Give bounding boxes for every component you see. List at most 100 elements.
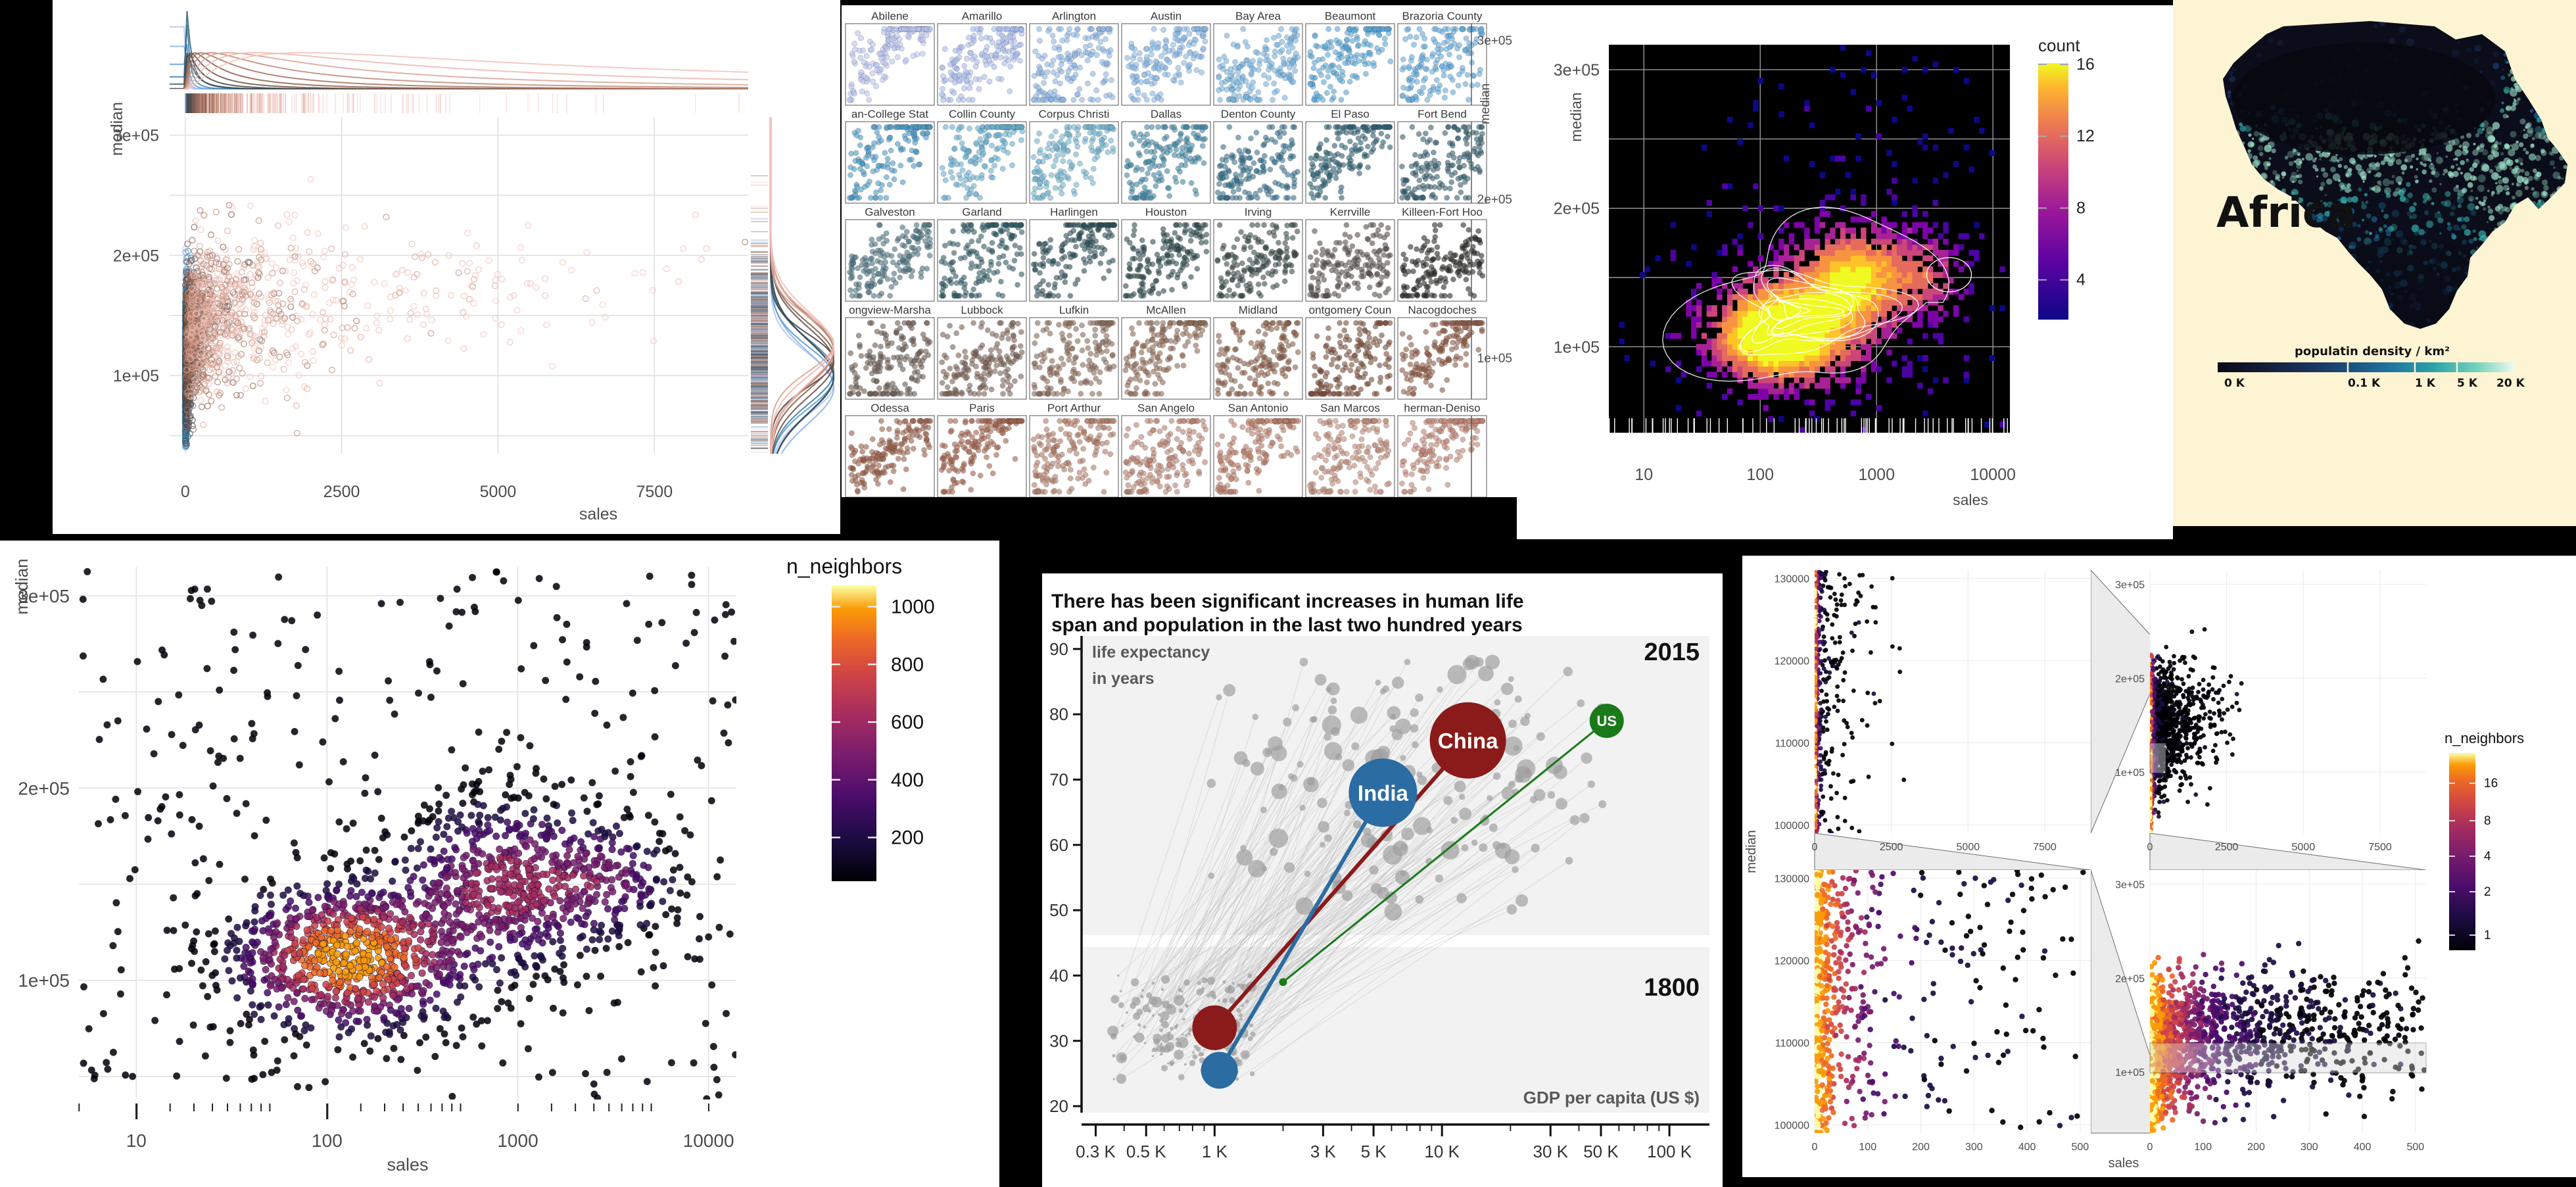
facet-cell: an-College Stat [845, 108, 935, 204]
gapminder-bubble-1800 [1279, 978, 1287, 986]
facet-label: Amarillo [962, 10, 1002, 22]
density-y-axis-title: median [12, 558, 32, 614]
facet-cell: Harlingen [1029, 206, 1119, 302]
gapminder-y-tick: 90 [1049, 639, 1068, 659]
density-legend-title: n_neighbors [786, 554, 902, 578]
gapminder-title-line1: There has been significant increases in … [1051, 591, 1524, 612]
hexbin-y-tick: 1e+05 [1554, 338, 1600, 356]
facet-cell: Amarillo [937, 10, 1027, 106]
zq-y-tick: 110000 [1775, 1038, 1809, 1050]
gapminder-y-tick: 40 [1049, 965, 1068, 985]
zoom-connector [2090, 869, 2151, 1134]
density-y-tick: 1e+05 [18, 971, 70, 991]
facet-cell: Paris [937, 402, 1027, 497]
facet-cell: El Paso [1305, 108, 1395, 204]
hexbin-legend-tick: 16 [2076, 55, 2095, 74]
zq-x-tick: 400 [2354, 1142, 2372, 1153]
africa-colorbar [2218, 362, 2514, 372]
density-x-tick: 10 [126, 1130, 147, 1151]
facet-label: Lufkin [1059, 304, 1089, 316]
hexbin-x-tick: 10 [1634, 466, 1653, 484]
gapminder-bubble-2015 [1429, 702, 1506, 779]
zoom-subpanel: 0 100 200 300 400 500 100000 110000 120000 130000 [1775, 870, 2091, 1153]
facet-y-tick: 1e+05 [1477, 352, 1512, 366]
facet-y-tick: 2e+05 [1477, 193, 1512, 206]
zq-y-axis-title: median [1744, 830, 1759, 873]
gapminder-y-note-1: life expectancy [1092, 643, 1210, 662]
facet-cell: Brazoria County [1397, 10, 1487, 106]
facet-cell: San Angelo [1121, 402, 1211, 497]
hexbin-x-tick: 100 [1746, 466, 1774, 484]
facet-label: Garland [962, 206, 1001, 218]
zq-x-tick: 0 [1812, 842, 1818, 853]
right-marginal-density [769, 117, 835, 454]
density-legend-tick: 1000 [891, 596, 935, 618]
zq-y-tick: 120000 [1775, 956, 1809, 967]
facet-cell: Irving [1213, 206, 1303, 302]
gapminder-svg: There has been significant increases in … [1049, 591, 1709, 1161]
gapminder-bubble-2015 [1589, 704, 1624, 739]
africa-map-svg: Africa populatin density / km² 0 K 0.1 K 1… [2216, 21, 2567, 390]
density-legend-tick: 800 [891, 654, 924, 675]
density-x-tick: 1000 [497, 1130, 538, 1151]
facet-cell: Houston [1121, 206, 1211, 302]
zq-x-tick: 5000 [1957, 842, 1980, 853]
facet-label: Collin County [949, 108, 1016, 120]
zoom-connector [2090, 569, 2151, 834]
facet-label: Dallas [1151, 108, 1181, 120]
facet-y-axis-title: median [1479, 84, 1492, 124]
facet-cell: Arlington [1029, 10, 1119, 106]
facet-label: San Marcos [1320, 402, 1380, 414]
zq-y-tick: 3e+05 [2115, 579, 2145, 591]
facet-label: Paris [969, 402, 995, 414]
facet-label: Arlington [1052, 10, 1096, 22]
facet-cell: Lufkin [1029, 304, 1119, 400]
africa-legend-title: populatin density / km² [2295, 345, 2450, 358]
facet-cell: McAllen [1121, 304, 1211, 400]
gapminder-x-tick: 3 K [1310, 1142, 1337, 1161]
facet-grid-svg: Abilene Amarillo Arlington Austin Bay Area Be… [845, 10, 1512, 497]
zq-legend-tick: 8 [2484, 814, 2491, 828]
zq-x-tick: 200 [2247, 1142, 2265, 1153]
facet-label: San Antonio [1228, 402, 1289, 414]
facet-cell: ontgomery Coun [1305, 304, 1395, 400]
marginal-scatter-svg: median sales 0 2500 5000 75001e+052e+053e+0… [108, 11, 835, 523]
zq-colorbar [2449, 753, 2475, 950]
facet-label: an-College Stat [851, 108, 928, 120]
zq-legend-tick: 1 [2484, 929, 2491, 942]
facet-cell: Port Arthur [1029, 402, 1119, 497]
gapminder-era-1800: 1800 [1644, 974, 1700, 1002]
zq-x-tick: 2500 [1880, 842, 1903, 853]
density-x-tick: 100 [312, 1130, 343, 1151]
zq-y-tick: 120000 [1775, 656, 1809, 667]
y-axis-title: median [108, 102, 126, 156]
zq-y-tick: 100000 [1775, 821, 1809, 832]
facet-label: Nacogdoches [1408, 304, 1477, 316]
facet-cell: Beaumont [1305, 10, 1395, 106]
gapminder-y-tick: 60 [1049, 835, 1068, 855]
top-marginal-density [170, 11, 748, 89]
facet-label: Odessa [871, 402, 909, 414]
facet-label: Killeen-Fort Hoo [1402, 206, 1483, 218]
gapminder-label-china: China [1438, 729, 1498, 753]
panel-density-scatter: median sales 10 100 1000 10000 1e+05 2e+05 3e+… [0, 541, 999, 1187]
gapminder-bubble-2015 [1348, 758, 1418, 827]
zq-y-tick: 2e+05 [2115, 973, 2145, 984]
density-scatter-svg: median sales 10 100 1000 10000 1e+05 2e+05 3e+… [12, 554, 935, 1175]
density-y-tick: 2e+05 [18, 778, 70, 798]
zq-y-tick: 100000 [1775, 1121, 1809, 1132]
zq-y-tick: 3e+05 [2115, 879, 2145, 890]
facet-cell: Dallas [1121, 108, 1211, 204]
zq-x-tick: 0 [2147, 1142, 2153, 1153]
zq-x-tick: 7500 [2033, 842, 2057, 853]
zoom-subpanel: 0 100 200 300 400 500 1e+05 2e+05 3e+05 [2115, 870, 2427, 1153]
facet-label: Harlingen [1050, 206, 1098, 218]
zoom-subpanel: 0 2500 5000 7500 1e+05 2e+05 3e+05 [2115, 570, 2426, 853]
gapminder-title-line2: span and population in the last two hund… [1051, 614, 1523, 636]
hexbin-colorbar [2038, 63, 2068, 320]
hexbin-legend-tick: 12 [2076, 127, 2095, 145]
density-legend-tick: 400 [891, 769, 924, 791]
africa-legend-tick: 20 K [2496, 377, 2525, 390]
gapminder-y-tick: 20 [1049, 1096, 1068, 1116]
